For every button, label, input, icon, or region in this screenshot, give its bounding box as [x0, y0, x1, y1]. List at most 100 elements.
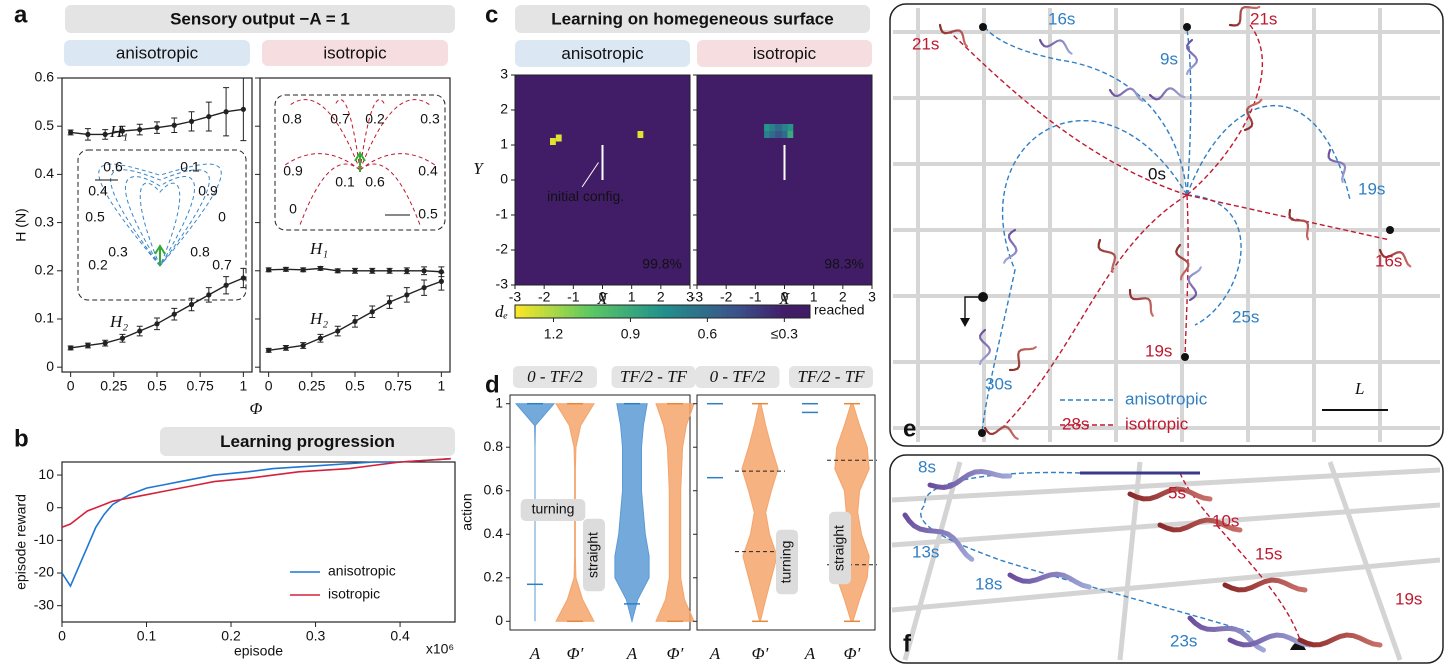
series-label: H₁ [309, 239, 328, 258]
colorbar-segment [599, 305, 604, 318]
x-tick-label: 0.25 [298, 378, 325, 394]
x-tick-label: A [529, 644, 541, 663]
point [335, 268, 340, 273]
time-label: 0s [1148, 164, 1166, 183]
inset-label: 0.1 [180, 159, 200, 175]
colorbar-segment [608, 305, 613, 318]
panel-letter: b [14, 425, 29, 452]
x-tick-label: Φ′ [567, 644, 584, 663]
x-tick-label: -1 [567, 289, 580, 305]
y-tick-label: 0.5 [35, 117, 55, 133]
point [370, 309, 375, 314]
colorbar-segment [722, 305, 727, 318]
x-tick-label: 0 [265, 378, 273, 394]
x-multiplier: x10⁶ [426, 641, 454, 657]
colorbar-segment [771, 305, 776, 318]
inset-label: 0.6 [365, 174, 385, 190]
colorbar-segment [515, 305, 520, 318]
point [241, 107, 246, 112]
x-tick-label: Φ′ [844, 644, 861, 663]
time-label: 21s [1250, 9, 1277, 28]
x-tick-label: -3 [691, 289, 704, 305]
title: isotropic [753, 44, 817, 63]
x-axis-label: Φ [250, 399, 263, 418]
time-label: 19s [1395, 589, 1422, 608]
point [241, 275, 246, 280]
colorbar-tick-label: ≤0.3 [771, 326, 798, 342]
y-tick-label: 2 [500, 101, 508, 117]
colorbar-tick-label: 0.9 [621, 326, 641, 342]
time-label: 28s [1062, 414, 1089, 433]
colorbar-segment [549, 305, 554, 318]
point [223, 109, 228, 114]
colorbar-segment [589, 305, 594, 318]
score-label: 98.3% [824, 256, 864, 272]
point [172, 123, 177, 128]
colorbar-segment [667, 305, 672, 318]
y-tick-label: -10 [34, 531, 54, 547]
y-tick-label: 0.1 [35, 310, 55, 326]
point [103, 340, 108, 345]
point [154, 321, 159, 326]
heatmap-cell [764, 131, 770, 138]
colorbar-segment [697, 305, 702, 318]
colorbar-segment [574, 305, 579, 318]
y-tick-label: -2 [496, 241, 509, 257]
scale-label: L [1354, 379, 1364, 398]
violin [656, 404, 694, 622]
x-tick-label: Φ′ [752, 644, 769, 663]
y-tick-label: -20 [34, 564, 54, 580]
point [206, 114, 211, 119]
annotation: straight [585, 532, 601, 578]
inset-label: 0.4 [88, 183, 108, 199]
time-label: 16s [1375, 251, 1402, 270]
colorbar-segment [741, 305, 746, 318]
colorbar-tick-label: 0.6 [698, 326, 718, 342]
point [404, 292, 409, 297]
colorbar-segment [751, 305, 756, 318]
inset-label: 0.8 [190, 244, 210, 260]
colorbar-segment [776, 305, 781, 318]
point [266, 348, 271, 353]
x-tick-label: 1 [437, 378, 445, 394]
inset-label: 0 [289, 201, 297, 217]
heatmap-cell [776, 131, 782, 138]
time-label: 30s [985, 374, 1012, 393]
colorbar-segment [800, 305, 805, 318]
colorbar-segment [554, 305, 559, 318]
colorbar-segment [535, 305, 540, 318]
y-tick-label: 0 [495, 612, 503, 628]
x-tick-label: -3 [509, 289, 522, 305]
y-tick-label: 3 [500, 66, 508, 82]
colorbar-segment [594, 305, 599, 318]
x-tick-label: 0 [67, 378, 75, 394]
violin [615, 404, 649, 622]
time-label: 8s [918, 457, 936, 476]
time-label: 16s [1048, 9, 1075, 28]
colorbar-segment [604, 305, 609, 318]
colorbar-segment [795, 305, 800, 318]
colorbar-segment [623, 305, 628, 318]
panel-letter: c [485, 1, 498, 28]
time-label: 5s [1168, 483, 1186, 502]
x-tick-label: -1 [749, 289, 762, 305]
point [335, 328, 340, 333]
inset-label: 0.9 [283, 163, 303, 179]
heatmap-cell [638, 131, 644, 138]
annotation: turning [532, 501, 575, 517]
inset-label: 0.3 [108, 244, 128, 260]
x-tick-label: 0.2 [221, 628, 241, 644]
colorbar-segment [761, 305, 766, 318]
colorbar-segment [756, 305, 761, 318]
x-tick-label: 0.75 [187, 378, 214, 394]
legend-label: isotropic [1125, 414, 1189, 433]
x-tick-label: -2 [720, 289, 733, 305]
title: anisotropic [561, 44, 644, 63]
inset-label: 0.6 [103, 159, 123, 175]
y-tick-label: 0.4 [484, 525, 504, 541]
group-header: 0 - TF/2 [527, 367, 583, 386]
point [352, 268, 357, 273]
title: anisotropic [116, 43, 199, 62]
point [439, 279, 444, 284]
inset-label: 0.5 [418, 206, 438, 222]
